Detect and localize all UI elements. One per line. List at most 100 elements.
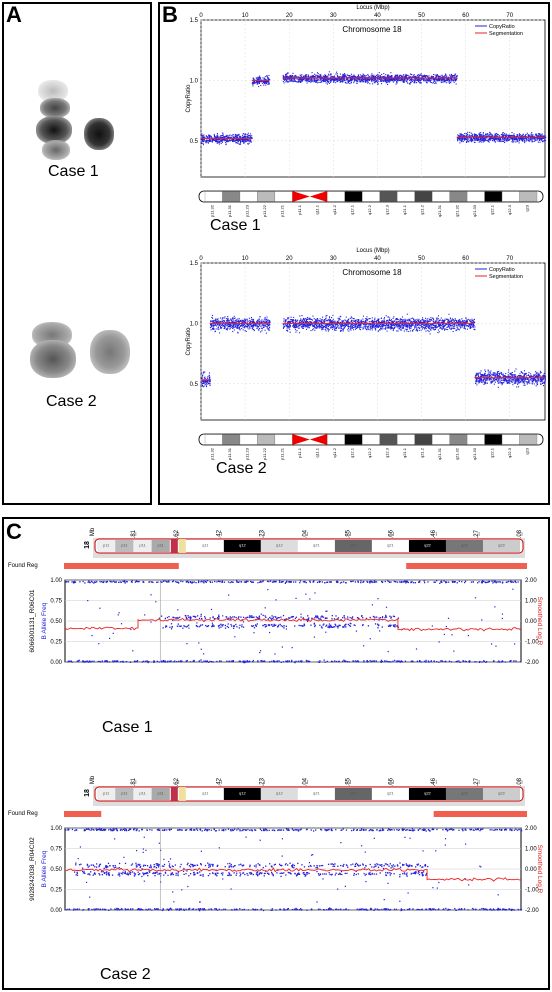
case2-label-c: Case 2 <box>100 966 151 983</box>
ideogram-band <box>519 434 538 445</box>
chrom-label: 18 <box>84 789 91 797</box>
found-region <box>64 811 102 817</box>
logr-tick-label: 0.00 <box>525 619 537 625</box>
x-tick-label: 10 <box>242 13 249 19</box>
y-axis-label: CopyRatio <box>186 327 192 356</box>
x-tick-label: 60 <box>462 13 469 19</box>
band-label: q11.1 <box>315 447 320 457</box>
band-label: q21.31 <box>437 447 442 460</box>
band-label: p11 <box>139 791 146 796</box>
centromere <box>178 539 186 553</box>
x-tick-label: 50 <box>418 13 425 19</box>
band-label: q12 <box>239 791 246 796</box>
band-label: p11.22 <box>262 447 267 460</box>
band-label: q21 <box>387 791 394 796</box>
panel-a <box>2 2 152 505</box>
y-tick-label: 1.0 <box>190 321 199 327</box>
band-label: q21.32 <box>454 204 459 217</box>
band-label: q22.1 <box>489 447 494 458</box>
baf-tick-label: 1.00 <box>50 826 62 832</box>
ideogram-band <box>223 788 261 800</box>
baf-tick-label: 0.25 <box>50 640 62 646</box>
y-tick-label: 0.5 <box>190 139 199 145</box>
band-label: p11 <box>103 543 110 548</box>
band-label: p11.31 <box>227 447 232 460</box>
band-label: q21 <box>387 543 394 548</box>
x-axis-label: Locus (Mbp) <box>356 5 389 11</box>
logr-tick-label: -1.00 <box>525 888 539 894</box>
ideogram-band <box>260 540 298 552</box>
band-label: q12.2 <box>367 447 372 458</box>
found-region <box>406 563 527 569</box>
band-label: p11.32 <box>210 204 215 217</box>
chrom-label: 18 <box>84 541 91 549</box>
mb-label: Mb <box>90 775 96 784</box>
case2-label-b: Case 2 <box>216 460 267 477</box>
x-tick-label: 50 <box>418 256 425 262</box>
band-label: q12 <box>276 791 283 796</box>
mb-label: Mb <box>90 527 96 536</box>
ideogram-band <box>371 788 409 800</box>
logr-tick-label: -2.00 <box>525 908 539 914</box>
ideogram-band <box>260 788 298 800</box>
band-label: q22.1 <box>489 204 494 215</box>
band-label: q11.1 <box>315 204 320 214</box>
case2-label-a: Case 2 <box>46 393 97 410</box>
chart-title: Chromosome 18 <box>342 268 402 277</box>
logr-tick-label: -2.00 <box>525 660 539 666</box>
band-label: q21.31 <box>437 204 442 217</box>
found-region <box>433 811 527 817</box>
band-label: q21.33 <box>472 204 477 217</box>
logr-axis-label: Smoothed Log R <box>536 845 543 894</box>
x-tick-label: 30 <box>330 13 337 19</box>
band-label: p11 <box>121 543 128 548</box>
band-label: q11 <box>202 543 209 548</box>
band-label: q21 <box>313 791 320 796</box>
band-label: p11 <box>103 791 110 796</box>
y-tick-label: 1.5 <box>190 261 199 267</box>
ideogram-band <box>133 540 152 552</box>
band-label: q22 <box>461 791 468 796</box>
band-label: p11.23 <box>245 447 250 460</box>
y-tick-label: 1.0 <box>190 78 199 84</box>
logr-tick-label: 2.00 <box>525 826 537 832</box>
band-label: q22 <box>461 543 468 548</box>
band-label: p11.31 <box>227 204 232 217</box>
ideogram-band <box>151 540 170 552</box>
baf-tick-label: 0.25 <box>50 888 62 894</box>
band-label: q22.3 <box>507 447 512 458</box>
band-label: q21 <box>350 791 357 796</box>
band-label: q21.1 <box>402 204 407 215</box>
chromosome-ideogram: p11 p11 p11 p11 q11 q12 q12 q21 q21 q21 q22 q22 q22 <box>94 786 524 802</box>
ideogram-band <box>151 788 170 800</box>
ideogram-band <box>223 540 261 552</box>
case1-label-c: Case 1 <box>102 719 153 736</box>
band-label: q12.2 <box>367 204 372 215</box>
ideogram-band <box>186 540 224 552</box>
x-tick-label: 30 <box>330 256 337 262</box>
copy-ratio-plots: 0 10 20 30 40 50 60 70 Locus (Mbp) 1.5 1.0 0.5 CopyR… <box>186 5 547 460</box>
ideogram-band <box>371 540 409 552</box>
ideogram-band <box>297 788 335 800</box>
x-tick-label: 20 <box>286 256 293 262</box>
x-tick-label: 60 <box>462 256 469 262</box>
ideogram-band <box>482 788 520 800</box>
band-label: p11.21 <box>280 447 285 460</box>
panel-b-label: B <box>162 2 178 27</box>
band-label: q11 <box>202 791 209 796</box>
band-label: p11 <box>121 791 128 796</box>
centromere <box>292 191 310 202</box>
ideogram-band <box>445 788 483 800</box>
centromere <box>170 787 178 801</box>
logr-line <box>64 867 522 882</box>
panel-c-label: C <box>6 519 22 544</box>
band-label: q22 <box>424 543 431 548</box>
band-label: q22 <box>498 543 505 548</box>
logr-tick-label: 2.00 <box>525 578 537 584</box>
ideogram-band <box>334 788 372 800</box>
ideogram-band <box>519 191 538 202</box>
ideogram-band <box>133 788 152 800</box>
